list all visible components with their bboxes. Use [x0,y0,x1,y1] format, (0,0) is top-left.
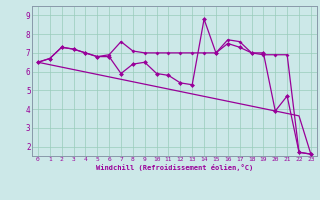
X-axis label: Windchill (Refroidissement éolien,°C): Windchill (Refroidissement éolien,°C) [96,164,253,171]
